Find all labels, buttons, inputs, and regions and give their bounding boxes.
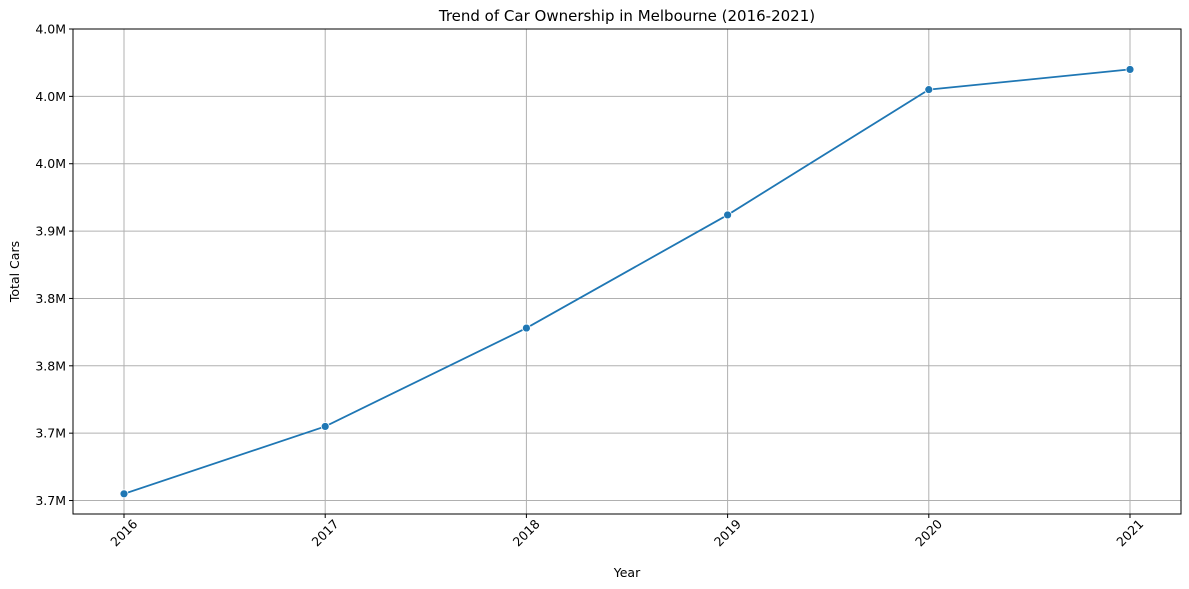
x-axis-title: Year (613, 565, 641, 580)
series (119, 65, 1135, 499)
data-point (723, 210, 732, 220)
y-tick-label: 4.0M (35, 156, 66, 171)
y-tick-label: 3.8M (35, 358, 66, 373)
y-tick-label: 4.0M (35, 22, 66, 37)
series-line (123, 68, 1131, 495)
data-point (1125, 65, 1135, 74)
x-tick-label: 2017 (308, 516, 341, 549)
x-tick-label: 2021 (1113, 516, 1146, 549)
y-axis-title: Total Cars (7, 241, 22, 303)
data-point (119, 489, 129, 499)
x-tick-label: 2018 (510, 516, 543, 549)
y-tick-label: 3.8M (35, 291, 66, 306)
y-tick-label: 3.9M (35, 224, 66, 239)
y-tick-label: 3.7M (35, 426, 66, 441)
chart-title: Trend of Car Ownership in Melbourne (201… (438, 7, 815, 25)
x-tick-label: 2016 (107, 516, 140, 549)
x-tick-label: 2020 (912, 516, 945, 549)
data-point (320, 422, 330, 431)
plot-frame (72, 28, 1182, 515)
y-tick-label: 4.0M (35, 89, 66, 104)
axis-ticks: 2016 2017 2018 2019 2020 2021 3.7M 3.7M 3.8M 3.8M… (35, 22, 1146, 550)
x-tick-label: 2019 (711, 516, 744, 549)
y-tick-label: 3.7M (35, 493, 66, 508)
data-point (924, 85, 934, 95)
data-point (522, 323, 531, 333)
